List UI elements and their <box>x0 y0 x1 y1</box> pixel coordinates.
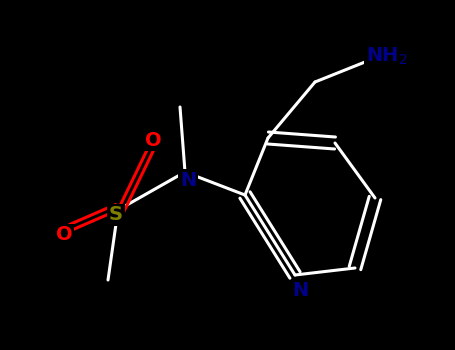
Text: S: S <box>109 205 123 224</box>
Text: O: O <box>56 225 72 245</box>
Text: N: N <box>292 281 308 301</box>
Text: NH$_2$: NH$_2$ <box>366 46 408 66</box>
Text: O: O <box>145 131 162 149</box>
Text: N: N <box>180 170 196 189</box>
